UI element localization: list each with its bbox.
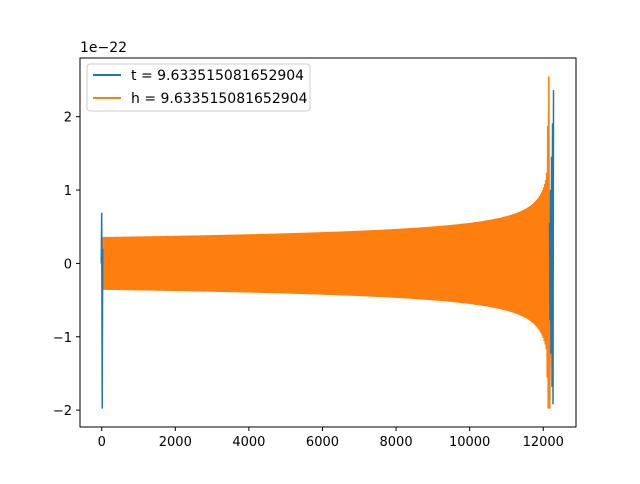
x-tick-label: 12000	[523, 435, 564, 450]
x-tick-label: 0	[98, 435, 106, 450]
series-end-spike-t	[548, 90, 555, 405]
x-tick-label: 10000	[449, 435, 490, 450]
legend: t = 9.633515081652904 h = 9.633515081652…	[86, 63, 311, 112]
y-tick-label: 2	[64, 111, 72, 126]
x-tick-label: 4000	[232, 435, 265, 450]
y-tick-label: −2	[53, 404, 72, 419]
plot-frame	[79, 57, 577, 428]
series-line-h	[100, 76, 555, 409]
series-start-spike-t	[100, 212, 104, 409]
x-tick-label: 6000	[306, 435, 339, 450]
y-tick-label: −1	[53, 331, 72, 346]
legend-box	[86, 63, 311, 112]
x-tick-label: 8000	[380, 435, 413, 450]
legend-label-h: h = 9.633515081652904	[131, 91, 308, 107]
y-offset-label: 1e−22	[80, 40, 127, 56]
series-layer	[100, 76, 555, 409]
legend-label-t: t = 9.633515081652904	[131, 68, 304, 84]
y-axis-ticks: −2 −1 0 1 2	[53, 111, 80, 419]
y-tick-label: 0	[64, 257, 72, 272]
x-axis-ticks: 0 2000 4000 6000 8000 10000 12000	[98, 427, 564, 450]
y-tick-label: 1	[64, 184, 72, 199]
x-tick-label: 2000	[159, 435, 192, 450]
